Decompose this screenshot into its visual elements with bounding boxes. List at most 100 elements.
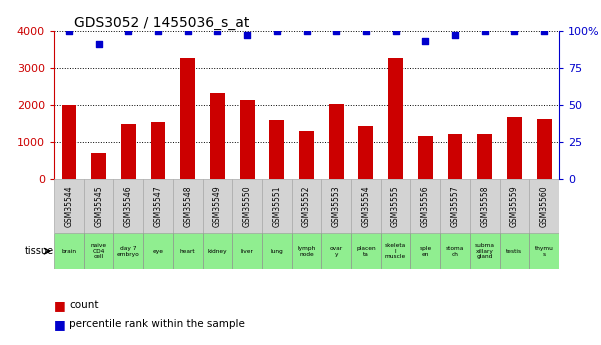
- Text: GSM35544: GSM35544: [64, 185, 73, 227]
- Point: [510, 28, 519, 34]
- Text: stoma
ch: stoma ch: [446, 246, 464, 257]
- Point: [302, 28, 311, 34]
- Point: [213, 28, 222, 34]
- Point: [272, 28, 282, 34]
- Bar: [440, 178, 470, 233]
- Bar: [291, 233, 322, 269]
- Point: [391, 28, 400, 34]
- Bar: [114, 233, 143, 269]
- Bar: [418, 136, 433, 178]
- Bar: [203, 178, 232, 233]
- Bar: [84, 233, 114, 269]
- Bar: [440, 233, 470, 269]
- Point: [153, 28, 163, 34]
- Bar: [91, 153, 106, 178]
- Bar: [269, 119, 284, 178]
- Text: heart: heart: [180, 249, 195, 254]
- Text: ovar
y: ovar y: [329, 246, 343, 257]
- Bar: [351, 233, 381, 269]
- Bar: [529, 233, 559, 269]
- Point: [421, 39, 430, 44]
- Point: [331, 28, 341, 34]
- Text: liver: liver: [240, 249, 254, 254]
- Text: brain: brain: [61, 249, 76, 254]
- Bar: [61, 105, 76, 178]
- Text: GSM35556: GSM35556: [421, 185, 430, 227]
- Bar: [381, 233, 410, 269]
- Bar: [143, 178, 173, 233]
- Text: GSM35551: GSM35551: [272, 185, 281, 227]
- Text: GSM35546: GSM35546: [124, 185, 133, 227]
- Text: subma
xillary
gland: subma xillary gland: [475, 243, 495, 259]
- Bar: [470, 233, 499, 269]
- Text: GSM35549: GSM35549: [213, 185, 222, 227]
- Text: GSM35547: GSM35547: [153, 185, 162, 227]
- Point: [480, 28, 489, 34]
- Bar: [322, 233, 351, 269]
- Point: [361, 28, 371, 34]
- Bar: [291, 178, 322, 233]
- Bar: [410, 233, 440, 269]
- Bar: [322, 178, 351, 233]
- Bar: [114, 178, 143, 233]
- Text: GSM35559: GSM35559: [510, 185, 519, 227]
- Bar: [121, 124, 136, 178]
- Text: percentile rank within the sample: percentile rank within the sample: [69, 319, 245, 329]
- Bar: [180, 58, 195, 178]
- Text: GSM35550: GSM35550: [243, 185, 252, 227]
- Bar: [507, 117, 522, 178]
- Bar: [351, 178, 381, 233]
- Bar: [499, 233, 529, 269]
- Text: GSM35545: GSM35545: [94, 185, 103, 227]
- Text: GDS3052 / 1455036_s_at: GDS3052 / 1455036_s_at: [75, 16, 249, 30]
- Bar: [388, 58, 403, 178]
- Bar: [232, 178, 262, 233]
- Text: tissue: tissue: [25, 246, 53, 256]
- Text: GSM35557: GSM35557: [451, 185, 460, 227]
- Text: lung: lung: [270, 249, 283, 254]
- Bar: [537, 119, 552, 178]
- Point: [64, 28, 74, 34]
- Bar: [151, 122, 165, 178]
- Bar: [262, 178, 291, 233]
- Bar: [477, 134, 492, 178]
- Bar: [410, 178, 440, 233]
- Bar: [173, 178, 203, 233]
- Bar: [240, 100, 255, 178]
- Text: kidney: kidney: [207, 249, 227, 254]
- Bar: [210, 92, 225, 178]
- Text: sple
en: sple en: [419, 246, 432, 257]
- Bar: [299, 131, 314, 178]
- Text: skeleta
l
muscle: skeleta l muscle: [385, 243, 406, 259]
- Text: GSM35553: GSM35553: [332, 185, 341, 227]
- Text: naive
CD4
cell: naive CD4 cell: [91, 243, 107, 259]
- Point: [539, 28, 549, 34]
- Text: testis: testis: [506, 249, 522, 254]
- Point: [183, 28, 192, 34]
- Bar: [470, 178, 499, 233]
- Bar: [173, 233, 203, 269]
- Text: GSM35558: GSM35558: [480, 185, 489, 227]
- Text: GSM35552: GSM35552: [302, 185, 311, 227]
- Text: ■: ■: [54, 299, 66, 312]
- Point: [94, 41, 103, 47]
- Bar: [499, 178, 529, 233]
- Bar: [54, 178, 84, 233]
- Bar: [54, 233, 84, 269]
- Bar: [203, 233, 232, 269]
- Bar: [329, 104, 344, 178]
- Text: eye: eye: [153, 249, 163, 254]
- Text: day 7
embryо: day 7 embryо: [117, 246, 139, 257]
- Point: [124, 28, 133, 34]
- Text: lymph
node: lymph node: [297, 246, 316, 257]
- Bar: [381, 178, 410, 233]
- Text: GSM35560: GSM35560: [540, 185, 549, 227]
- Bar: [529, 178, 559, 233]
- Bar: [448, 134, 462, 178]
- Point: [242, 33, 252, 38]
- Bar: [84, 178, 114, 233]
- Point: [450, 33, 460, 38]
- Bar: [232, 233, 262, 269]
- Bar: [358, 126, 373, 178]
- Text: ■: ■: [54, 318, 66, 331]
